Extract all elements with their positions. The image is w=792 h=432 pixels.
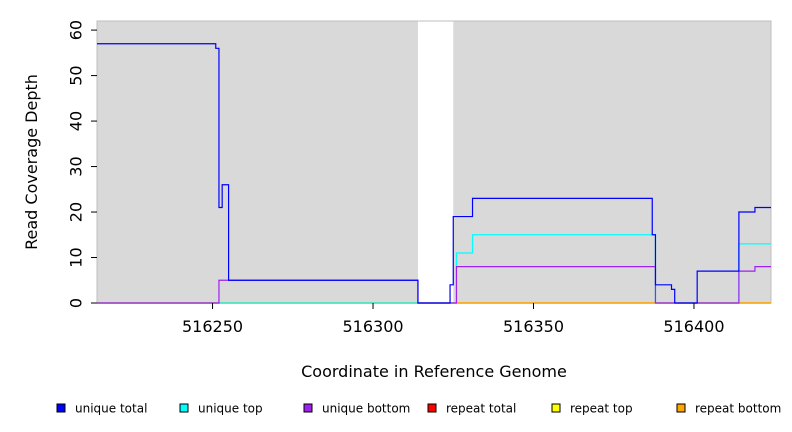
legend-swatch: [56, 403, 66, 413]
axes: 516250 516300 516350 516400 0 10 20 30 40 50 60: [67, 20, 725, 336]
x-tick-label: 516400: [663, 317, 724, 336]
legend-swatch: [676, 403, 686, 413]
y-tick-label: 50: [67, 65, 86, 85]
legend-swatch: [427, 403, 437, 413]
y-tick-label: 30: [67, 156, 86, 176]
x-tick-label: 516350: [503, 317, 564, 336]
legend-label: repeat bottom: [695, 402, 781, 416]
legend-label: unique total: [75, 402, 147, 416]
legend: unique total unique top unique bottom repea…: [56, 402, 781, 416]
legend-item: unique total: [56, 402, 147, 416]
y-tick-label: 60: [67, 20, 86, 40]
legend-item: unique bottom: [303, 402, 410, 416]
legend-label: repeat total: [446, 402, 516, 416]
legend-label: repeat top: [570, 402, 633, 416]
series-unique-total: [97, 43, 771, 304]
legend-item: repeat top: [551, 402, 633, 416]
x-tick-label: 516300: [342, 317, 403, 336]
y-tick-label: 0: [67, 298, 86, 308]
y-tick-label: 10: [67, 247, 86, 267]
legend-swatch: [551, 403, 561, 413]
x-axis-title: Coordinate in Reference Genome: [301, 362, 567, 381]
y-axis-title: Read Coverage Depth: [22, 74, 41, 250]
plot-panel: [96, 20, 772, 304]
legend-label: unique top: [198, 402, 263, 416]
y-tick-label: 20: [67, 202, 86, 222]
legend-label: unique bottom: [322, 402, 410, 416]
legend-swatch: [303, 403, 313, 413]
gap-region: [417, 21, 454, 303]
legend-item: repeat total: [427, 402, 516, 416]
legend-swatch: [179, 403, 189, 413]
x-tick-label: 516250: [182, 317, 243, 336]
y-tick-label: 40: [67, 111, 86, 131]
series-lines: [97, 43, 771, 304]
legend-item: unique top: [179, 402, 263, 416]
legend-item: repeat bottom: [676, 402, 781, 416]
series-unique-bottom: [97, 266, 771, 304]
